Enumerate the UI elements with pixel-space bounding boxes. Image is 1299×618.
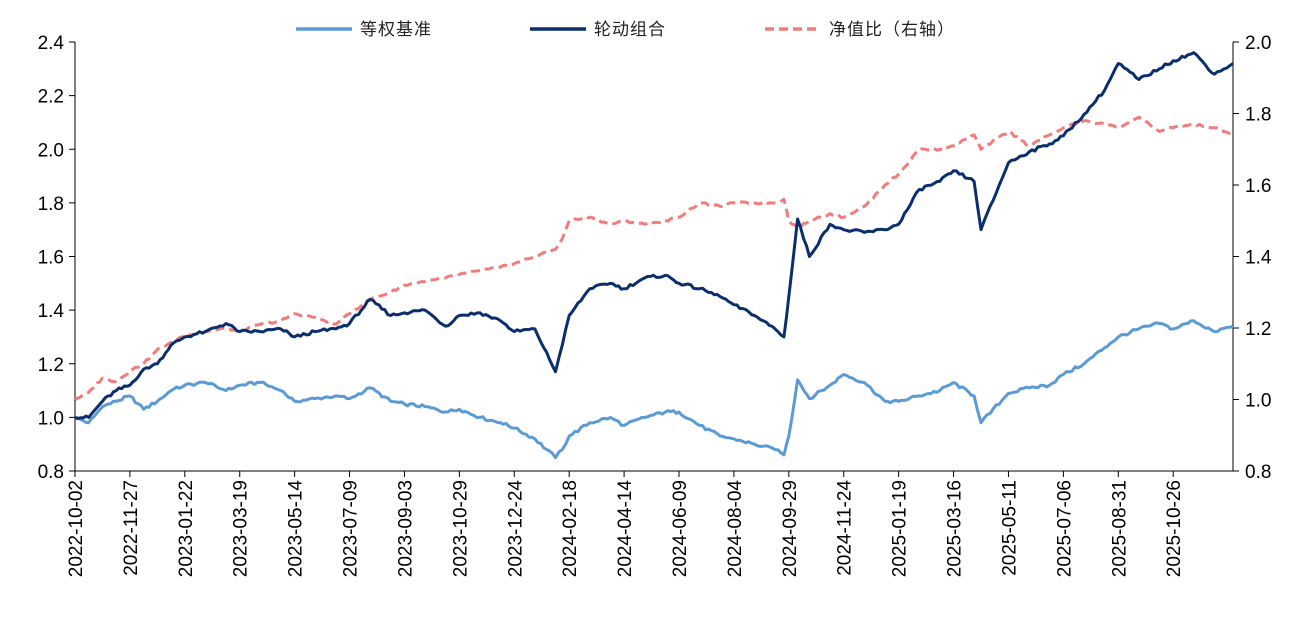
x-tick-label: 2025-01-19	[890, 480, 911, 577]
legend-label-rotation-portfolio: 轮动组合	[594, 20, 666, 40]
y-left-tick-label: 2.2	[38, 87, 64, 108]
x-tick-label: 2024-02-18	[560, 480, 581, 577]
x-tick-label: 2024-08-04	[725, 480, 746, 578]
y-left-tick-label: 2.4	[38, 33, 65, 54]
y-left-tick-label: 1.0	[38, 408, 64, 429]
y-left-tick-label: 1.6	[38, 248, 64, 269]
x-tick-label: 2023-03-19	[231, 480, 252, 577]
x-tick-label: 2025-08-31	[1109, 480, 1130, 577]
x-tick-label: 2023-05-14	[286, 480, 307, 578]
x-tick-label: 2023-07-09	[341, 480, 362, 577]
series-layer	[74, 51, 1234, 460]
x-tick-label: 2025-07-06	[1054, 480, 1075, 577]
x-tick-label: 2023-01-22	[176, 480, 197, 577]
legend-label-equal-weight-benchmark: 等权基准	[360, 20, 432, 40]
y-right-tick-label: 1.6	[1245, 176, 1271, 197]
series-line-nav-ratio	[74, 115, 1234, 401]
y-left-tick-label: 1.4	[38, 301, 65, 322]
x-tick-label: 2024-06-09	[670, 480, 691, 577]
x-tick-label: 2023-12-24	[505, 480, 526, 578]
x-tick-label: 2024-04-14	[615, 480, 636, 578]
y-left-tick-label: 1.2	[38, 355, 64, 376]
series-line-rotation-portfolio	[74, 51, 1234, 421]
legend-label-nav-ratio: 净值比（右轴）	[829, 20, 955, 40]
x-tick-label: 2025-03-16	[945, 480, 966, 577]
y-right-tick-label: 1.8	[1245, 105, 1271, 126]
x-tick-label: 2025-05-11	[999, 480, 1020, 576]
series-line-equal-weight-benchmark	[74, 319, 1234, 460]
x-tick-label: 2023-09-03	[395, 480, 416, 577]
x-tick-label: 2022-10-02	[66, 480, 87, 577]
axes: 0.8 1.0 1.2 1.4 1.6 1.8 2.0 2.2 2.4 0.8 1.0 1.2 1.4 1…	[38, 33, 1272, 577]
y-right-tick-label: 0.8	[1245, 462, 1271, 483]
x-tick-label: 2023-10-29	[450, 480, 471, 577]
x-tick-label: 2022-11-27	[121, 480, 142, 576]
x-tick-label: 2025-10-26	[1164, 480, 1185, 577]
y-left-tick-label: 1.8	[38, 194, 64, 215]
y-right-tick-label: 2.0	[1245, 33, 1271, 54]
y-right-tick-label: 1.0	[1245, 391, 1271, 412]
y-left-tick-label: 2.0	[38, 140, 64, 161]
y-left-tick-label: 0.8	[38, 462, 64, 483]
x-tick-label: 2024-09-29	[780, 480, 801, 577]
y-right-tick-label: 1.4	[1245, 248, 1272, 269]
legend: 等权基准 轮动组合 净值比（右轴）	[296, 20, 955, 40]
x-tick-label: 2024-11-24	[835, 480, 856, 576]
y-right-tick-label: 1.2	[1245, 319, 1271, 340]
